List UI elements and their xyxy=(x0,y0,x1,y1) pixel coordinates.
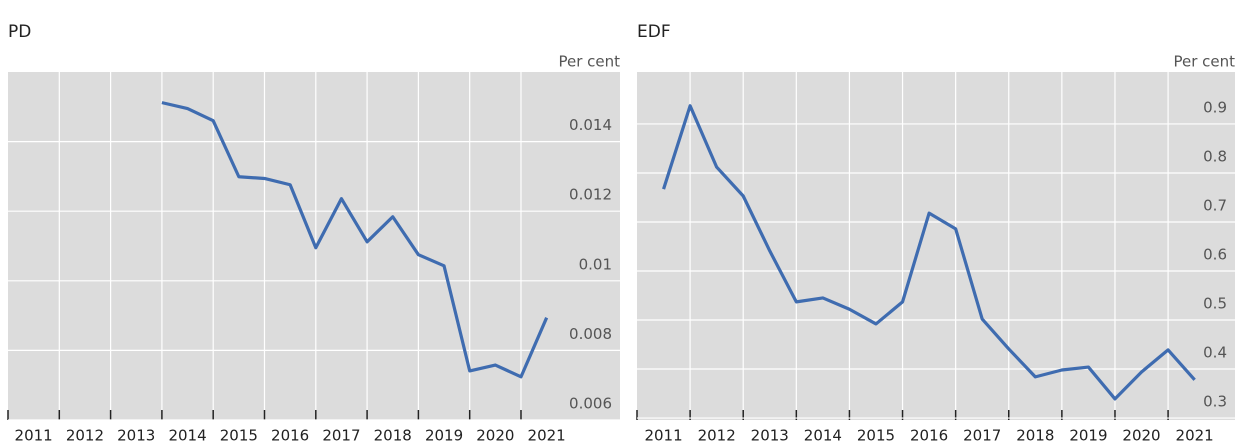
x-tick-label: 2015 xyxy=(857,427,895,444)
x-tick-label: 2018 xyxy=(374,427,412,444)
y-tick-label: 0.006 xyxy=(569,395,612,413)
data-line xyxy=(161,101,549,379)
data-line xyxy=(662,104,1196,401)
y-tick-label: 0.3 xyxy=(1203,393,1227,411)
y-axis-unit: Per cent xyxy=(1173,53,1235,71)
chart-title: PD xyxy=(8,22,31,42)
x-tick-label: 2013 xyxy=(751,427,789,444)
y-tick-label: 0.5 xyxy=(1203,295,1227,313)
x-tick-label: 2018 xyxy=(1016,427,1054,444)
y-axis-unit: Per cent xyxy=(558,53,620,71)
x-tick-label: 2021 xyxy=(528,427,566,444)
x-tick-label: 2017 xyxy=(963,427,1001,444)
y-tick-label: 0.4 xyxy=(1203,344,1227,362)
x-tick-label: 2020 xyxy=(1122,427,1160,444)
chart-title: EDF xyxy=(637,22,671,42)
x-tick-label: 2011 xyxy=(15,427,53,444)
x-tick-label: 2012 xyxy=(698,427,736,444)
y-tick-label: 0.01 xyxy=(579,255,612,273)
x-tick-label: 2021 xyxy=(1176,427,1214,444)
y-tick-label: 0.8 xyxy=(1203,147,1227,165)
y-tick-label: 0.014 xyxy=(569,116,612,134)
x-tick-label: 2020 xyxy=(476,427,514,444)
x-tick-label: 2016 xyxy=(910,427,948,444)
x-tick-label: 2012 xyxy=(66,427,104,444)
y-tick-label: 0.6 xyxy=(1203,245,1227,263)
x-tick-label: 2017 xyxy=(322,427,360,444)
y-tick-label: 0.012 xyxy=(569,186,612,204)
x-tick-label: 2016 xyxy=(271,427,309,444)
x-tick-label: 2019 xyxy=(425,427,463,444)
x-tick-label: 2014 xyxy=(168,427,206,444)
plot-area xyxy=(637,72,1235,420)
x-tick-label: 2013 xyxy=(117,427,155,444)
x-tick-label: 2019 xyxy=(1069,427,1107,444)
x-tick-label: 2015 xyxy=(220,427,258,444)
y-tick-label: 0.008 xyxy=(569,325,612,343)
x-tick-label: 2014 xyxy=(804,427,842,444)
y-tick-label: 0.7 xyxy=(1203,196,1227,214)
y-tick-label: 0.9 xyxy=(1203,98,1227,116)
x-tick-label: 2011 xyxy=(644,427,682,444)
